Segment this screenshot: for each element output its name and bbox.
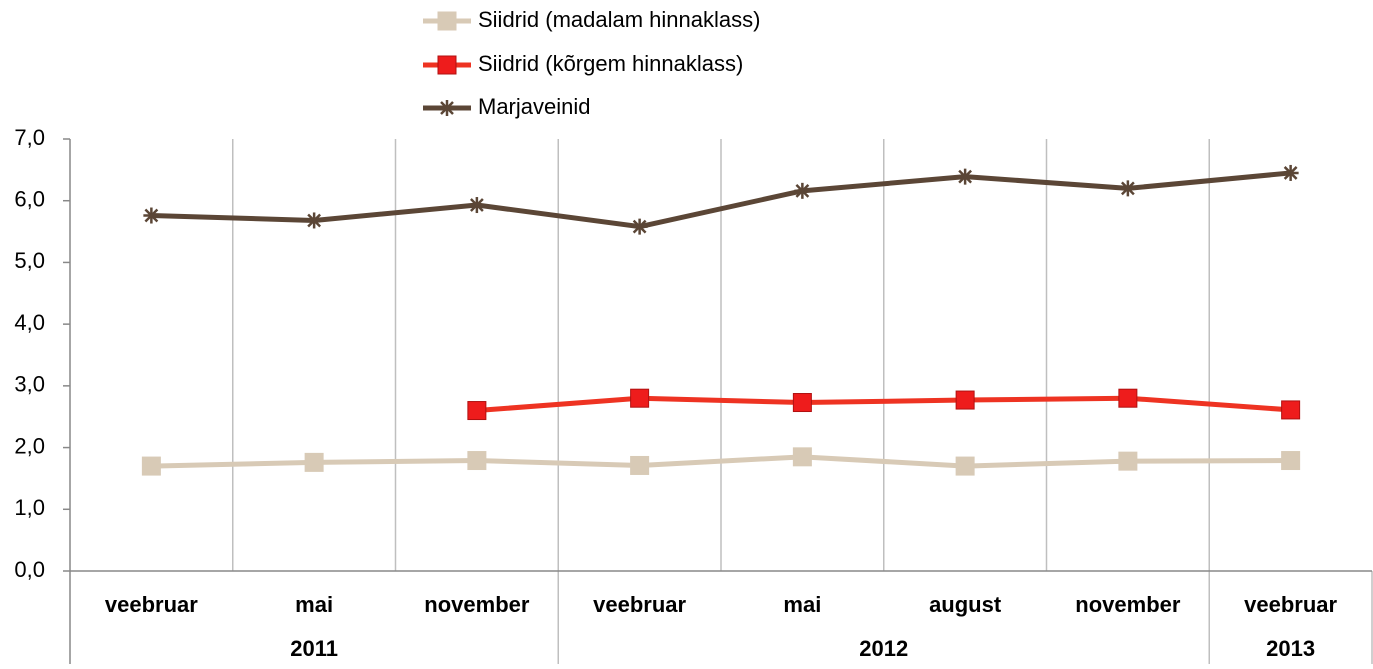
x-tick-label: veebruar: [105, 592, 198, 617]
x-tick-label: mai: [295, 592, 333, 617]
y-tick-label: 7,0: [14, 125, 45, 150]
legend-marker: [439, 100, 455, 116]
marker: [957, 168, 974, 185]
marker: [141, 456, 161, 476]
marker: [467, 401, 487, 421]
legend-label: Siidrid (madalam hinnaklass): [478, 7, 760, 32]
x-tick-label: veebruar: [1244, 592, 1337, 617]
y-tick-label: 2,0: [14, 433, 45, 458]
marker: [1282, 164, 1299, 181]
marker: [794, 182, 811, 199]
y-tick-label: 4,0: [14, 310, 45, 335]
group-label: 2012: [859, 636, 908, 661]
y-tick-label: 6,0: [14, 187, 45, 212]
series-line: [151, 454, 1291, 469]
x-tick-label: veebruar: [593, 592, 686, 617]
marker-stroke: [1283, 166, 1298, 180]
marker-stroke: [1120, 181, 1135, 196]
marker: [304, 452, 324, 472]
marker: [792, 393, 812, 413]
marker: [792, 447, 812, 467]
marker: [306, 212, 323, 229]
legend-marker: [437, 11, 457, 31]
marker-stroke: [632, 219, 647, 234]
marker-stroke: [795, 183, 810, 198]
marker: [631, 218, 648, 235]
group-label: 2011: [290, 636, 338, 661]
marker: [468, 197, 485, 214]
marker: [630, 388, 650, 408]
x-tick-label: august: [929, 592, 1002, 617]
marker-stroke: [307, 213, 322, 228]
group-label: 2013: [1266, 636, 1315, 661]
marker-stroke: [144, 208, 159, 223]
marker: [1281, 451, 1301, 471]
y-tick-label: 1,0: [14, 495, 45, 520]
marker-stroke: [958, 169, 973, 184]
x-tick-label: november: [424, 592, 530, 617]
series-line: [476, 395, 1291, 414]
legend-label: Siidrid (kõrgem hinnaklass): [478, 51, 743, 76]
marker: [1118, 451, 1138, 471]
marker-stroke: [469, 198, 484, 212]
y-tick-label: 0,0: [14, 557, 45, 582]
y-tick-label: 3,0: [14, 372, 45, 397]
x-tick-label: mai: [783, 592, 821, 617]
y-tick-label: 5,0: [14, 248, 45, 273]
marker: [143, 207, 160, 224]
marker: [955, 456, 975, 476]
marker: [955, 390, 975, 410]
marker: [467, 451, 487, 471]
legend-marker: [437, 55, 457, 75]
series-line: [151, 170, 1291, 230]
legend-label: Marjaveinid: [478, 94, 591, 119]
marker-stroke: [440, 101, 454, 115]
marker: [1118, 388, 1138, 408]
x-tick-label: november: [1075, 592, 1181, 617]
marker: [1281, 400, 1301, 420]
marker: [630, 455, 650, 475]
marker: [1119, 180, 1136, 197]
